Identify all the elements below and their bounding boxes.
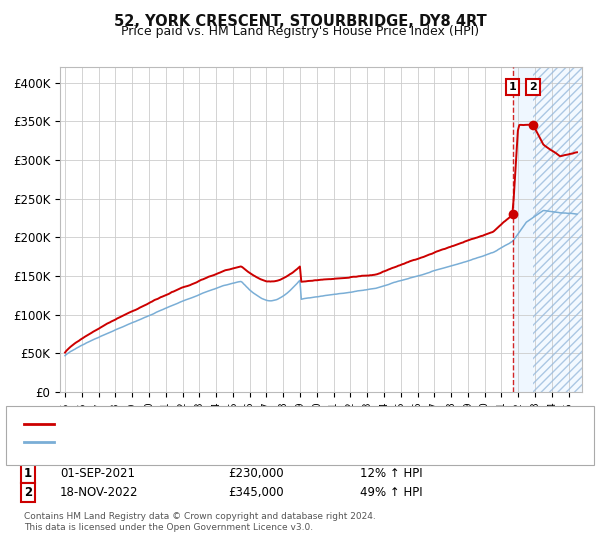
Text: HPI: Average price, semi-detached house, Dudley: HPI: Average price, semi-detached house,… bbox=[60, 437, 331, 447]
Text: 1: 1 bbox=[509, 82, 517, 92]
Text: 1: 1 bbox=[24, 466, 32, 480]
Bar bbox=[533, 67, 599, 392]
Text: 52, YORK CRESCENT, STOURBRIDGE, DY8 4RT (semi-detached house): 52, YORK CRESCENT, STOURBRIDGE, DY8 4RT … bbox=[60, 419, 440, 429]
Text: £230,000: £230,000 bbox=[228, 466, 284, 480]
Text: £345,000: £345,000 bbox=[228, 486, 284, 500]
Text: 2: 2 bbox=[529, 82, 537, 92]
Text: 18-NOV-2022: 18-NOV-2022 bbox=[60, 486, 139, 500]
Text: Price paid vs. HM Land Registry's House Price Index (HPI): Price paid vs. HM Land Registry's House … bbox=[121, 25, 479, 38]
Text: 01-SEP-2021: 01-SEP-2021 bbox=[60, 466, 135, 480]
Bar bbox=[512, 67, 533, 392]
Text: 52, YORK CRESCENT, STOURBRIDGE, DY8 4RT: 52, YORK CRESCENT, STOURBRIDGE, DY8 4RT bbox=[113, 14, 487, 29]
Bar bbox=[533, 67, 599, 392]
Text: 2: 2 bbox=[24, 486, 32, 500]
Text: 49% ↑ HPI: 49% ↑ HPI bbox=[360, 486, 422, 500]
Text: 12% ↑ HPI: 12% ↑ HPI bbox=[360, 466, 422, 480]
Text: Contains HM Land Registry data © Crown copyright and database right 2024.
This d: Contains HM Land Registry data © Crown c… bbox=[24, 512, 376, 532]
